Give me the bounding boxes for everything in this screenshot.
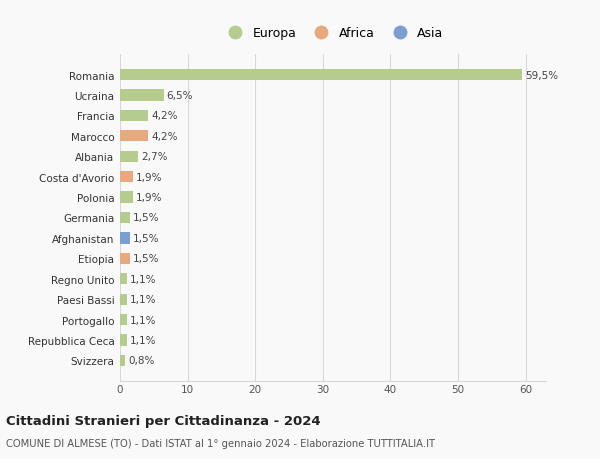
Bar bbox=[120, 335, 127, 346]
Text: 1,5%: 1,5% bbox=[133, 233, 160, 243]
Text: 0,8%: 0,8% bbox=[128, 356, 154, 365]
Text: 1,1%: 1,1% bbox=[130, 274, 157, 284]
Bar bbox=[120, 314, 127, 325]
Text: 1,5%: 1,5% bbox=[133, 254, 160, 264]
Text: Cittadini Stranieri per Cittadinanza - 2024: Cittadini Stranieri per Cittadinanza - 2… bbox=[6, 414, 320, 428]
Text: 1,1%: 1,1% bbox=[130, 295, 157, 304]
Text: 59,5%: 59,5% bbox=[525, 71, 558, 80]
Text: 4,2%: 4,2% bbox=[151, 111, 178, 121]
Bar bbox=[120, 111, 148, 122]
Text: 1,1%: 1,1% bbox=[130, 335, 157, 345]
Text: 1,9%: 1,9% bbox=[136, 193, 162, 203]
Text: COMUNE DI ALMESE (TO) - Dati ISTAT al 1° gennaio 2024 - Elaborazione TUTTITALIA.: COMUNE DI ALMESE (TO) - Dati ISTAT al 1°… bbox=[6, 438, 435, 448]
Bar bbox=[120, 274, 127, 285]
Bar bbox=[120, 294, 127, 305]
Text: 6,5%: 6,5% bbox=[167, 91, 193, 101]
Legend: Europa, Africa, Asia: Europa, Africa, Asia bbox=[218, 22, 449, 45]
Text: 4,2%: 4,2% bbox=[151, 132, 178, 141]
Bar bbox=[120, 355, 125, 366]
Bar bbox=[120, 172, 133, 183]
Bar bbox=[120, 213, 130, 224]
Bar bbox=[120, 70, 523, 81]
Text: 1,1%: 1,1% bbox=[130, 315, 157, 325]
Bar bbox=[120, 233, 130, 244]
Text: 2,7%: 2,7% bbox=[141, 152, 167, 162]
Bar bbox=[120, 151, 138, 162]
Text: 1,5%: 1,5% bbox=[133, 213, 160, 223]
Bar bbox=[120, 131, 148, 142]
Bar bbox=[120, 253, 130, 264]
Bar bbox=[120, 192, 133, 203]
Bar bbox=[120, 90, 164, 101]
Text: 1,9%: 1,9% bbox=[136, 172, 162, 182]
